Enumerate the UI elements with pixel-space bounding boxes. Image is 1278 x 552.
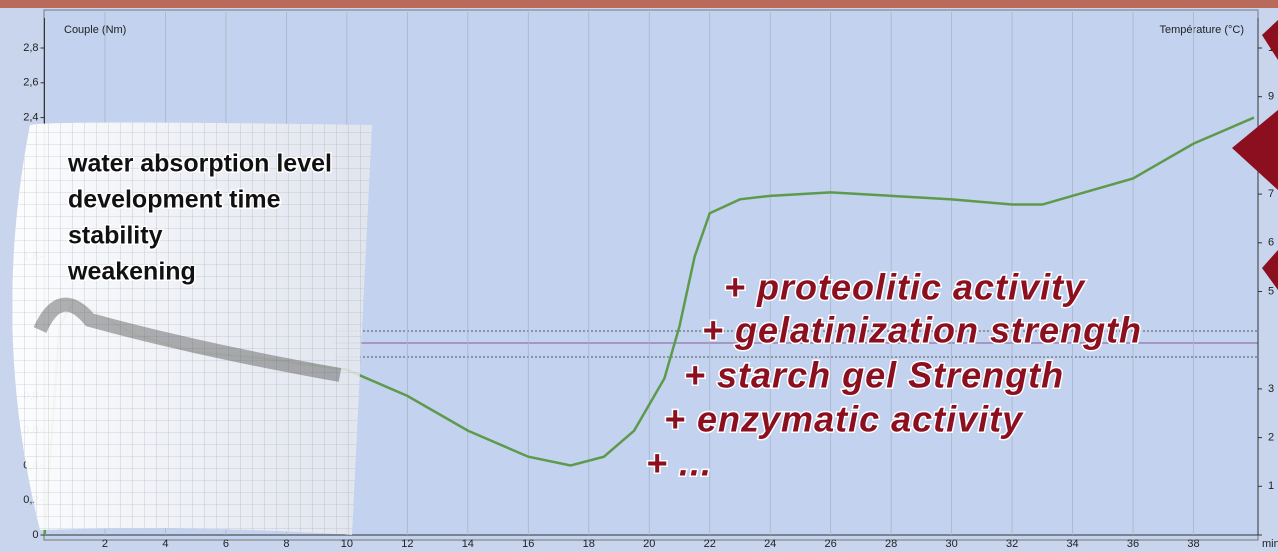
x-tick-label: 4 xyxy=(162,538,168,550)
x-tick-label: 28 xyxy=(885,538,897,550)
x-tick-label: 12 xyxy=(401,538,413,550)
decor-arrow xyxy=(1232,110,1278,190)
x-tick-label: 24 xyxy=(764,538,776,550)
x-axis-title: min xyxy=(1262,538,1278,550)
feature-label: stability xyxy=(68,222,163,250)
x-tick-label: 30 xyxy=(946,538,958,550)
y2-tick-label: 1 xyxy=(1268,480,1274,492)
x-tick-label: 20 xyxy=(643,538,655,550)
feature-label: + gelatinization strength xyxy=(702,310,1142,351)
feature-label: development time xyxy=(68,186,281,214)
feature-label: + enzymatic activity xyxy=(664,399,1024,440)
x-tick-label: 34 xyxy=(1066,538,1078,550)
decor-arrow xyxy=(1262,250,1278,290)
y2-tick-label: 2 xyxy=(1268,432,1274,444)
y2-tick-label: 6 xyxy=(1268,237,1274,249)
y-axis-title: Couple (Nm) xyxy=(64,24,126,36)
x-tick-label: 26 xyxy=(825,538,837,550)
feature-label: water absorption level xyxy=(67,150,332,178)
x-tick-label: 36 xyxy=(1127,538,1139,550)
y2-tick-label: 3 xyxy=(1268,383,1274,395)
x-tick-label: 6 xyxy=(223,538,229,550)
x-tick-label: 16 xyxy=(522,538,534,550)
top-border xyxy=(0,0,1278,8)
x-tick-label: 8 xyxy=(283,538,289,550)
x-tick-label: 10 xyxy=(341,538,353,550)
feature-label: + starch gel Strength xyxy=(684,355,1064,396)
y2-tick-label: 9 xyxy=(1268,91,1274,103)
x-tick-label: 2 xyxy=(102,538,108,550)
x-tick-label: 18 xyxy=(583,538,595,550)
feature-label: + ... xyxy=(646,443,712,484)
x-tick-label: 32 xyxy=(1006,538,1018,550)
decor-arrow xyxy=(1262,20,1278,60)
feature-label: + proteolitic activity xyxy=(724,267,1086,308)
x-tick-label: 22 xyxy=(704,538,716,550)
y2-axis-title: Température (°C) xyxy=(1160,24,1244,36)
feature-label: weakening xyxy=(67,258,196,286)
y2-tick-label: 7 xyxy=(1268,188,1274,200)
panel-curve xyxy=(33,297,342,382)
y2-tick-label: 5 xyxy=(1268,285,1274,297)
x-tick-label: 38 xyxy=(1187,538,1199,550)
y-tick-label: 2,4 xyxy=(23,111,38,123)
y-tick-label: 2,8 xyxy=(23,42,38,54)
y-tick-label: 2,6 xyxy=(23,77,38,89)
panel-grid xyxy=(12,122,372,535)
y-tick-label: 0 xyxy=(32,529,38,541)
x-tick-label: 14 xyxy=(462,538,474,550)
